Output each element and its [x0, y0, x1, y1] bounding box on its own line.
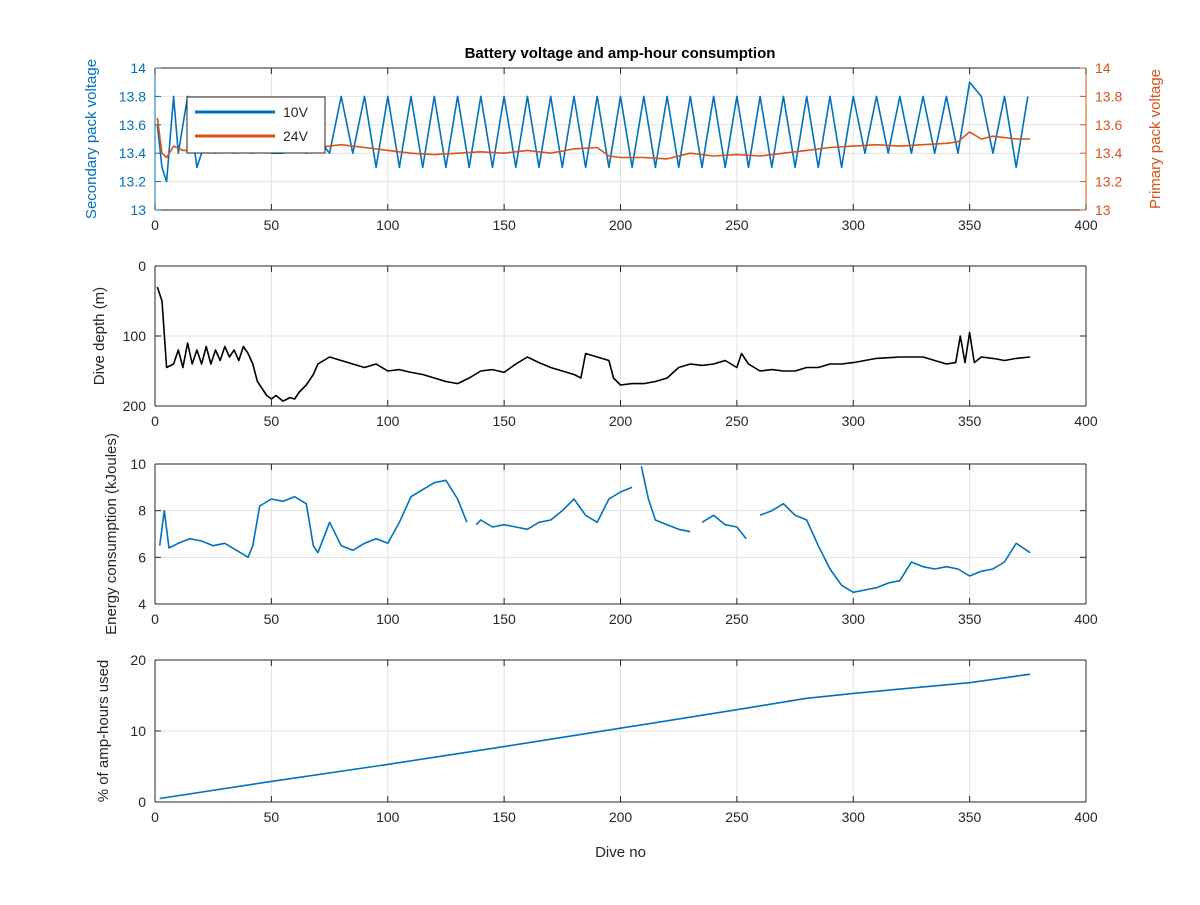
x-tick-label: 100: [376, 217, 400, 233]
x-tick-label: 50: [264, 611, 280, 627]
x-tick-label: 0: [151, 809, 159, 825]
x-tick-label: 150: [492, 611, 516, 627]
legend-box: [186, 96, 326, 154]
y-tick-label: 4: [138, 596, 146, 612]
y-tick-label: 200: [123, 398, 147, 414]
y-tick-label: 100: [123, 328, 147, 344]
subplot-3: 0 50 100 150 200 250 300 350 400 4 6 8 10 Energy cons…: [103, 433, 1098, 635]
y-tick-label: 10: [130, 456, 146, 472]
x-tick-label: 0: [151, 413, 159, 429]
x-tick-label: 100: [376, 413, 400, 429]
y-axis-label: Dive depth (m): [91, 287, 108, 385]
x-tick-label: 0: [151, 217, 159, 233]
x-tick-label: 200: [609, 217, 633, 233]
y-right-tick-label: 13.8: [1095, 88, 1122, 104]
x-axis-label: Dive no: [595, 844, 646, 861]
y-tick-label: 13.8: [119, 88, 146, 104]
y-right-tick-label: 13: [1095, 202, 1111, 218]
x-tick-label: 200: [609, 413, 633, 429]
x-tick-label: 50: [264, 809, 280, 825]
y-tick-label: 13.6: [119, 117, 146, 133]
x-tick-label: 400: [1074, 217, 1098, 233]
x-tick-label: 300: [842, 217, 866, 233]
x-tick-label: 0: [151, 611, 159, 627]
series-line: [156, 286, 1031, 402]
x-tick-label: 150: [492, 809, 516, 825]
y-tick-label: 10: [130, 723, 146, 739]
x-tick-label: 150: [492, 217, 516, 233]
x-tick-label: 350: [958, 217, 982, 233]
legend: 10V 24V: [186, 96, 326, 154]
x-tick-label: 50: [264, 413, 280, 429]
y-tick-label: 14: [130, 60, 146, 76]
subplot-4: 0 50 100 150 200 250 300 350 400 0 10 20 % of amp-ho…: [95, 652, 1098, 861]
x-tick-label: 350: [958, 611, 982, 627]
x-tick-label: 250: [725, 611, 749, 627]
x-tick-label: 100: [376, 611, 400, 627]
x-tick-label: 400: [1074, 611, 1098, 627]
x-tick-label: 200: [609, 611, 633, 627]
y-axis-label-right: Primary pack voltage: [1147, 69, 1164, 209]
y-tick-label: 0: [138, 794, 146, 810]
y-axis-label: Energy consumption (kJoules): [103, 433, 120, 635]
x-tick-label: 350: [958, 809, 982, 825]
x-tick-label: 300: [842, 611, 866, 627]
y-right-tick-label: 14: [1095, 60, 1111, 76]
x-tick-label: 250: [725, 217, 749, 233]
subplot-1: 0 50 100 150 200 250 300 350 4001313.213.413.613…: [83, 59, 1164, 233]
series-line: [158, 466, 1031, 594]
series-line: [159, 673, 1031, 800]
y-tick-label: 20: [130, 652, 146, 668]
x-tick-label: 350: [958, 413, 982, 429]
y-axis-label: Secondary pack voltage: [83, 59, 100, 219]
y-tick-label: 0: [138, 258, 146, 274]
subplot-2: 0 50 100 150 200 250 300 350 400 0 100 200 Dive dept…: [91, 258, 1098, 429]
x-tick-label: 300: [842, 809, 866, 825]
y-right-tick-label: 13.4: [1095, 145, 1122, 161]
y-tick-label: 13.4: [119, 145, 146, 161]
legend-label-24v: 24V: [283, 128, 309, 144]
y-axis-label: % of amp-hours used: [95, 660, 112, 803]
x-tick-label: 300: [842, 413, 866, 429]
x-tick-label: 200: [609, 809, 633, 825]
x-tick-label: 100: [376, 809, 400, 825]
y-right-tick-label: 13.6: [1095, 117, 1122, 133]
y-tick-label: 6: [138, 549, 146, 565]
y-tick-label: 13.2: [119, 174, 146, 190]
x-tick-label: 400: [1074, 413, 1098, 429]
x-tick-label: 400: [1074, 809, 1098, 825]
y-tick-label: 8: [138, 503, 146, 519]
x-tick-label: 250: [725, 809, 749, 825]
x-tick-label: 50: [264, 217, 280, 233]
x-tick-label: 250: [725, 413, 749, 429]
y-right-tick-label: 13.2: [1095, 174, 1122, 190]
y-tick-label: 13: [130, 202, 146, 218]
x-tick-label: 150: [492, 413, 516, 429]
figure-title: Battery voltage and amp-hour consumption: [465, 45, 776, 62]
legend-label-10v: 10V: [283, 104, 309, 120]
